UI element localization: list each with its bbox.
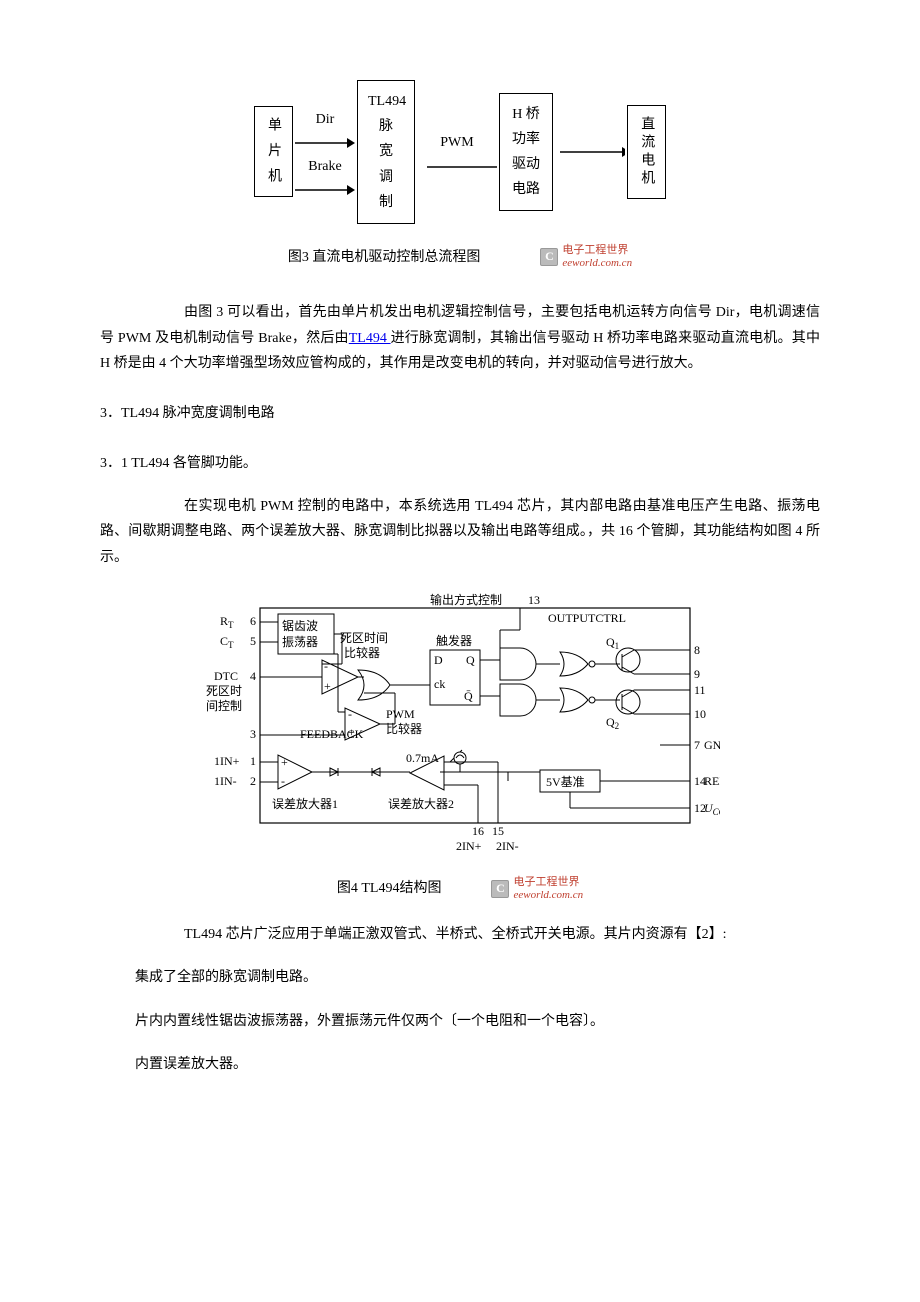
svg-text:ck: ck	[434, 677, 445, 691]
svg-text:RT: RT	[220, 614, 234, 630]
arrow-pwm: PWM	[417, 130, 497, 173]
svg-text:+: +	[281, 755, 288, 769]
svg-text:8: 8	[694, 643, 700, 657]
bullet-1: 集成了全部的脉宽调制电路。	[100, 965, 820, 990]
svg-text:Q2: Q2	[606, 715, 619, 731]
box-hbridge: H 桥功率驱动电路	[499, 93, 553, 212]
svg-text:2IN-: 2IN-	[496, 839, 519, 853]
svg-text:误差放大器1: 误差放大器1	[272, 796, 338, 811]
svg-text:2IN+: 2IN+	[456, 839, 482, 853]
svg-text:FEEDBACK: FEEDBACK	[300, 727, 364, 741]
figure3-flowchart: 单 片 机 Dir Brake TL494脉宽调制 PWM H 桥功率驱动电路 …	[100, 70, 820, 234]
svg-text:7: 7	[694, 738, 700, 752]
watermark-eeworld: C 电子工程世界 eeworld.com.cn	[540, 244, 632, 270]
svg-text:误差放大器2: 误差放大器2	[388, 796, 454, 811]
paragraph-3: TL494 芯片广泛应用于单端正激双管式、半桥式、全桥式开关电源。其片内资源有【…	[100, 922, 820, 947]
svg-text:锯齿波: 锯齿波	[282, 618, 318, 633]
svg-text:比较器: 比较器	[344, 645, 380, 660]
svg-text:触发器: 触发器	[436, 633, 472, 648]
figure3-caption-row: 图3 直流电机驱动控制总流程图 C 电子工程世界 eeworld.com.cn	[100, 244, 820, 270]
svg-text:间控制: 间控制	[206, 699, 242, 713]
svg-text:Q: Q	[466, 653, 475, 667]
svg-text:REF: REF	[704, 774, 720, 788]
svg-text:死区时: 死区时	[206, 684, 242, 698]
watermark-logo-icon: C	[540, 248, 558, 266]
svg-text:比较器: 比较器	[386, 721, 422, 736]
box-tl494: TL494脉宽调制	[357, 80, 415, 224]
svg-text:-: -	[281, 774, 285, 788]
section-3-heading: 3．TL494 脉冲宽度调制电路	[100, 401, 820, 426]
bullet-3: 内置误差放大器。	[100, 1052, 820, 1077]
svg-text:0.7mA: 0.7mA	[406, 751, 439, 765]
watermark-title: 电子工程世界	[562, 244, 632, 257]
svg-text:5: 5	[250, 634, 256, 648]
svg-text:4: 4	[250, 669, 256, 683]
svg-text:+: +	[324, 679, 331, 693]
svg-text:-: -	[324, 659, 328, 673]
svg-text:死区时间: 死区时间	[340, 631, 388, 645]
figure3-caption: 图3 直流电机驱动控制总流程图	[288, 245, 481, 270]
paragraph-1: 由图 3 可以看出，首先由单片机发出电机逻辑控制信号，主要包括电机运转方向信号 …	[100, 300, 820, 376]
arrow-icon	[295, 183, 355, 197]
figure4-diagram: RT 6 CT 5 DTC 4 死区时间控制 3 1IN+ 1 1IN- 2 锯齿波振荡器…	[100, 590, 820, 902]
box-mcu: 单 片 机	[254, 106, 293, 197]
svg-text:6: 6	[250, 614, 256, 628]
svg-text:GND: GND	[704, 738, 720, 752]
label-brake: Brake	[308, 154, 341, 179]
label-dir: Dir	[316, 107, 335, 132]
watermark-url: eeworld.com.cn	[513, 889, 583, 902]
flowchart-row: 单 片 机 Dir Brake TL494脉宽调制 PWM H 桥功率驱动电路 …	[244, 70, 676, 234]
svg-text:10: 10	[694, 707, 706, 721]
arrow-to-motor	[555, 145, 625, 159]
svg-text:1IN+: 1IN+	[214, 754, 240, 768]
svg-text:DTC: DTC	[214, 669, 238, 683]
box-motor: 直流电机	[627, 105, 666, 199]
svg-text:Q̄: Q̄	[464, 689, 473, 703]
figure4-caption: 图4 TL494结构图	[337, 876, 442, 901]
svg-text:PWM: PWM	[386, 707, 415, 721]
svg-text:11: 11	[694, 683, 706, 697]
arrow-icon	[295, 136, 355, 150]
bullet-2: 片内内置线性锯齿波振荡器，外置振荡元件仅两个〔一个电阻和一个电容〕。	[100, 1009, 820, 1034]
svg-text:Q1: Q1	[606, 635, 619, 651]
svg-text:13: 13	[528, 593, 540, 607]
svg-text:2: 2	[250, 774, 256, 788]
watermark-logo-icon: C	[491, 880, 509, 898]
svg-text:OUTPUTCTRL: OUTPUTCTRL	[548, 611, 626, 625]
svg-text:3: 3	[250, 727, 256, 741]
watermark-title: 电子工程世界	[513, 876, 583, 889]
svg-text:1: 1	[250, 754, 256, 768]
svg-text:1IN-: 1IN-	[214, 774, 237, 788]
label-pwm: PWM	[440, 130, 473, 155]
tl494-structure-svg: RT 6 CT 5 DTC 4 死区时间控制 3 1IN+ 1 1IN- 2 锯齿波振荡器…	[200, 590, 720, 870]
arrow-dir-brake: Dir Brake	[295, 107, 355, 197]
svg-text:输出方式控制: 输出方式控制	[430, 592, 502, 607]
svg-text:9: 9	[694, 667, 700, 681]
svg-text:5V基准: 5V基准	[546, 775, 585, 789]
svg-text:CT: CT	[220, 634, 234, 650]
svg-text:15: 15	[492, 824, 504, 838]
arrow-icon	[417, 160, 497, 174]
svg-text:振荡器: 振荡器	[282, 635, 318, 649]
svg-text:-: -	[348, 707, 352, 721]
paragraph-2: 在实现电机 PWM 控制的电路中，本系统选用 TL494 芯片，其内部电路由基准…	[100, 494, 820, 570]
svg-text:UCC: UCC	[704, 801, 720, 817]
svg-text:D: D	[434, 653, 443, 667]
watermark-url: eeworld.com.cn	[562, 257, 632, 270]
watermark-eeworld-2: C 电子工程世界 eeworld.com.cn	[491, 876, 583, 902]
arrow-icon	[555, 145, 625, 159]
link-tl494[interactable]: TL494	[349, 331, 391, 346]
svg-text:16: 16	[472, 824, 484, 838]
section-3-1-heading: 3．1 TL494 各管脚功能。	[100, 451, 820, 476]
